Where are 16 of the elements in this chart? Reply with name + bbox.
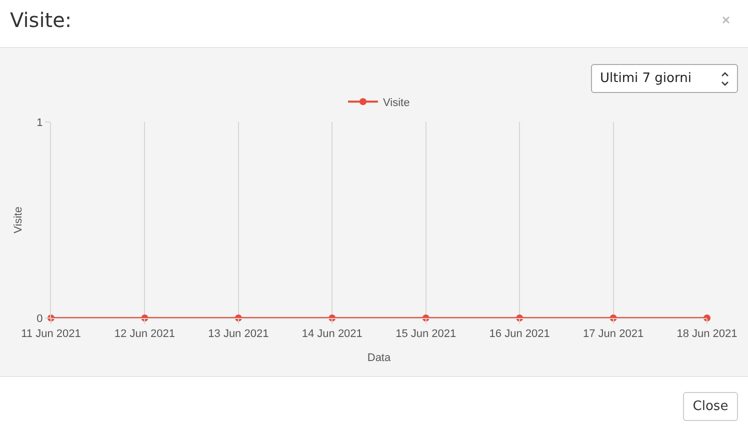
x-tick-label: 15 Jun 2021	[396, 328, 456, 340]
y-tick-label: 0	[36, 312, 43, 325]
x-tick-label: 12 Jun 2021	[114, 328, 175, 340]
text: Close	[683, 392, 738, 421]
x-tick-label: 16 Jun 2021	[489, 328, 550, 340]
x-axis-title: Data	[367, 352, 392, 364]
chart-title: Visite:	[10, 8, 72, 32]
legend-label: Visite	[383, 96, 410, 109]
x-tick-label: 11 Jun 2021	[21, 328, 81, 340]
y-tick-label: 1	[36, 116, 43, 129]
text: Ultimi 7 giorni	[600, 71, 692, 86]
x-tick-label: 17 Jun 2021	[583, 328, 644, 340]
x-tick-label: 13 Jun 2021	[208, 328, 269, 340]
x-tick-label: 14 Jun 2021	[302, 328, 362, 340]
x-tick-label: 18 Jun 2021	[676, 328, 738, 340]
y-axis-title: Visite	[12, 206, 24, 234]
